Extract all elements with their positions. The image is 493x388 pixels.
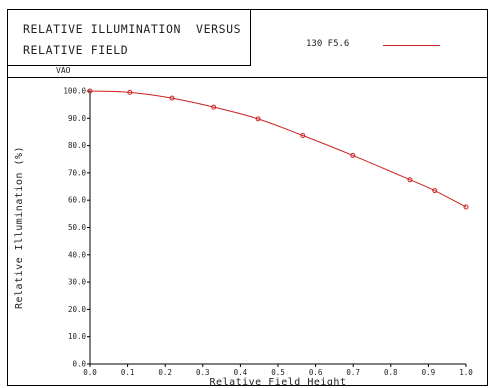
- y-tick-label: 40.0: [68, 250, 87, 259]
- y-tick-label: 60.0: [68, 196, 87, 205]
- x-tick-label: 0.0: [83, 368, 97, 377]
- data-point-marker: [432, 188, 438, 194]
- x-tick-label: 0.7: [346, 368, 360, 377]
- legend: 130 F5.6: [251, 10, 488, 78]
- plot-frame: 0.0 0.1 0.2 0.3 0.4 0.5 0.6 0.7 0.8 0.9 1.0 0.0 10.0…: [7, 77, 488, 386]
- y-tick-label: 0.0: [72, 360, 86, 369]
- series-line: [89, 90, 467, 208]
- y-tick-label: 50.0: [68, 223, 87, 232]
- y-tick-label: 20.0: [68, 305, 87, 314]
- x-axis-title: Relative Field Height: [210, 377, 347, 386]
- data-point-marker: [127, 89, 133, 95]
- y-tick-label: 30.0: [68, 278, 87, 287]
- x-tick-label: 0.4: [234, 368, 248, 377]
- x-tick-label: 0.5: [271, 368, 285, 377]
- x-tick-label: 1.0: [459, 368, 473, 377]
- data-point-marker: [407, 177, 413, 183]
- x-tick-label: 0.3: [196, 368, 210, 377]
- chart-title-line-1: RELATIVE ILLUMINATION VERSUS: [23, 22, 242, 36]
- data-point-marker: [87, 88, 93, 94]
- chart-subtitle: VAO: [56, 66, 71, 75]
- title-cell: RELATIVE ILLUMINATION VERSUS RELATIVE FI…: [8, 10, 251, 66]
- y-tick-label: 100.0: [63, 87, 86, 96]
- chart-title-line-2: RELATIVE FIELD: [23, 43, 129, 57]
- chart-header: RELATIVE ILLUMINATION VERSUS RELATIVE FI…: [7, 9, 488, 78]
- x-tick-label: 0.6: [309, 368, 323, 377]
- y-axis-title: Relative Illumination (%): [14, 146, 25, 309]
- x-tick-label: 0.1: [121, 368, 135, 377]
- data-point-marker: [255, 116, 261, 122]
- legend-line-swatch: [383, 45, 440, 46]
- y-tick-label: 70.0: [68, 168, 87, 177]
- data-point-marker: [300, 132, 306, 138]
- legend-entry-label: 130 F5.6: [306, 39, 350, 49]
- data-point-marker: [211, 104, 217, 110]
- data-point-marker: [169, 95, 175, 101]
- relative-illumination-chart: 0.0 0.1 0.2 0.3 0.4 0.5 0.6 0.7 0.8 0.9 1.0 0.0 10.0…: [14, 87, 473, 387]
- y-tick-label: 10.0: [68, 332, 87, 341]
- x-tick-label: 0.8: [384, 368, 398, 377]
- x-tick-label: 0.2: [158, 368, 172, 377]
- data-point-marker: [350, 152, 356, 158]
- x-tick-label: 0.9: [422, 368, 436, 377]
- subtitle-cell: VAO: [8, 66, 251, 78]
- y-tick-label: 80.0: [68, 141, 87, 150]
- data-point-marker: [463, 204, 469, 210]
- y-tick-label: 90.0: [68, 114, 87, 123]
